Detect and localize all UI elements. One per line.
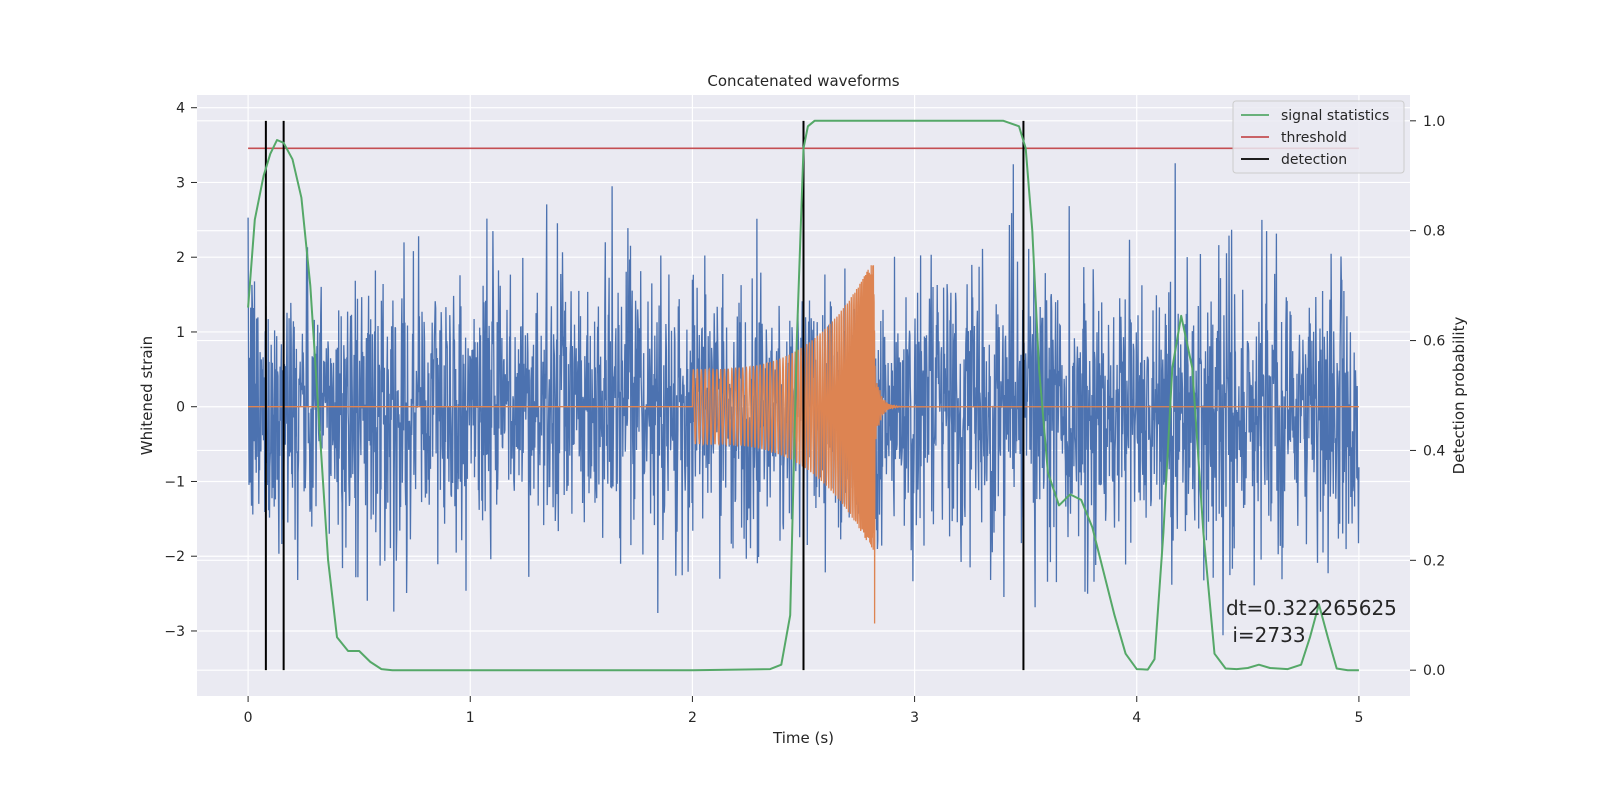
y-right-tick-label: 0.4 [1423, 443, 1445, 459]
x-tick-label: 4 [1132, 710, 1141, 726]
chirp-line [248, 265, 1359, 624]
x-tick-label: 2 [688, 710, 697, 726]
y-right-tick-label: 0.6 [1423, 334, 1445, 350]
y-left-tick-label: −1 [164, 474, 185, 490]
y-left-tick-label: 4 [176, 101, 185, 117]
y-left-tick-label: 1 [176, 325, 185, 341]
annotation-index: i=2733 [1226, 623, 1306, 647]
signal-statistics-series [247, 119, 1359, 672]
legend-label-threshold: threshold [1281, 130, 1347, 146]
y-left-tick-label: −2 [164, 549, 185, 565]
x-tick-label: 1 [466, 710, 475, 726]
y-right-tick-label: 0.2 [1423, 553, 1445, 569]
ticks: 0 1 2 3 4 5 −3 −2 −1 0 1 2 3 4 0.0 0.2 0.4 0.6 0.8 1.0 [164, 101, 1445, 726]
y-left-tick-label: 3 [176, 175, 185, 191]
chart-title: Concatenated waveforms [707, 72, 899, 90]
legend-label-signal-statistics: signal statistics [1281, 108, 1389, 124]
legend-label-detection: detection [1281, 152, 1347, 168]
plot-content [247, 119, 1360, 672]
legend: signal statistics threshold detection [1232, 100, 1405, 174]
y-right-tick-label: 0.0 [1423, 663, 1445, 679]
x-tick-label: 0 [244, 710, 253, 726]
signal-statistics-line [247, 119, 1359, 672]
chirp-series [248, 265, 1359, 624]
legend-box [1232, 100, 1405, 174]
y-axis-left-label: Whitened strain [138, 336, 156, 455]
y-right-tick-label: 0.8 [1423, 224, 1445, 240]
y-left-tick-label: 0 [176, 400, 185, 416]
y-left-tick-label: 2 [176, 250, 185, 266]
y-left-tick-label: −3 [164, 624, 185, 640]
detection-series [264, 120, 1025, 671]
y-axis-right-label: Detection probability [1450, 317, 1468, 475]
x-axis-label: Time (s) [772, 729, 834, 747]
annotation-dt: dt=0.322265625 [1226, 596, 1397, 620]
x-tick-label: 5 [1354, 710, 1363, 726]
x-tick-label: 3 [910, 710, 919, 726]
y-right-tick-label: 1.0 [1423, 114, 1445, 130]
